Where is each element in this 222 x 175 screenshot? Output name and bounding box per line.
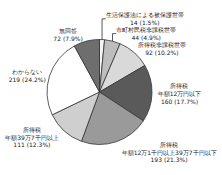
svg-text:わからない219 (24.2%): わからない219 (24.2%) bbox=[9, 68, 46, 83]
svg-text:所得税非課税世帯92 (10.2%): 所得税非課税世帯92 (10.2%) bbox=[138, 41, 186, 56]
svg-text:所得税年額39万7千円以上111 (12.3%): 所得税年額39万7千円以上111 (12.3%) bbox=[5, 126, 58, 149]
svg-text:所得税年額12万1千円以上39万7千円以下193 (21.3: 所得税年額12万1千円以上39万7千円以下193 (21.3%) bbox=[122, 141, 217, 164]
svg-text:無回答72 (7.9%): 無回答72 (7.9%) bbox=[53, 27, 82, 42]
svg-text:所得税年額12万円以下160 (17.7%): 所得税年額12万円以下160 (17.7%) bbox=[158, 82, 202, 105]
svg-text:生活保護法による被保護世帯14 (1.5%): 生活保護法による被保護世帯14 (1.5%) bbox=[106, 11, 184, 26]
svg-text:市町村民税非課税世帯44 (4.9%): 市町村民税非課税世帯44 (4.9%) bbox=[116, 26, 176, 41]
